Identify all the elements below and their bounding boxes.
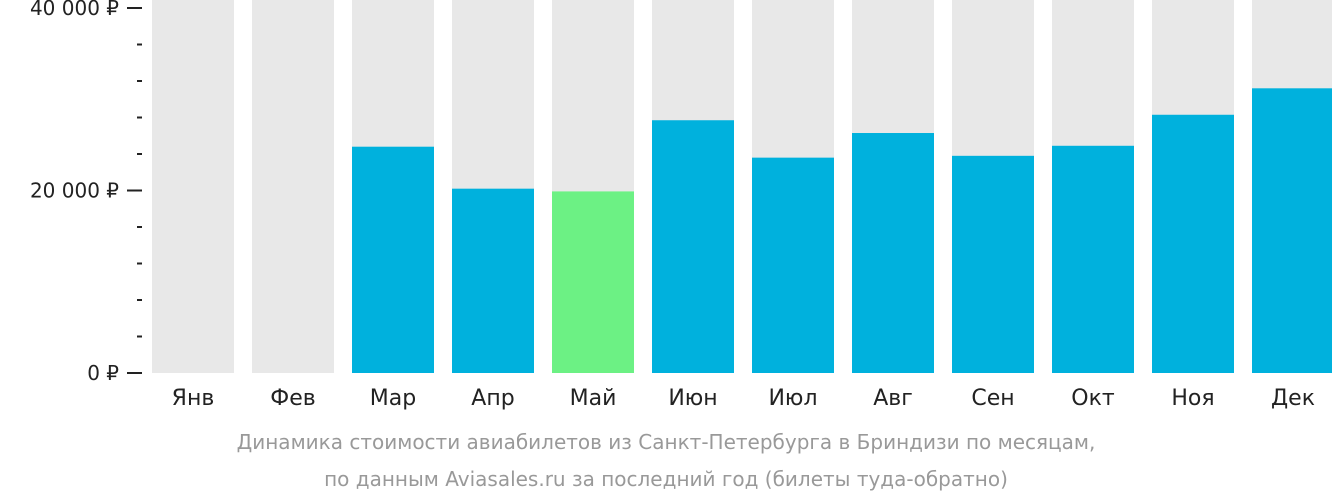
bar-11 xyxy=(1152,114,1234,373)
x-tick-label: Дек xyxy=(1271,386,1315,411)
bar-10 xyxy=(1052,145,1134,373)
x-axis: Янв Фев Мар Апр Май Июн Июл Авг Сен Окт Ноя Дек xyxy=(172,386,1315,411)
bar-9 xyxy=(952,155,1034,373)
x-tick-label: Апр xyxy=(471,386,514,411)
x-tick-label: Июн xyxy=(668,386,717,411)
chart-caption-line-1: Динамика стоимости авиабилетов из Санкт-… xyxy=(236,430,1096,454)
y-tick-label: 20 000 ₽ xyxy=(30,179,119,203)
x-tick-label: Янв xyxy=(172,386,215,411)
y-axis: 0 ₽ 20 000 ₽ 40 000 ₽ xyxy=(30,0,142,385)
background-bar xyxy=(152,0,234,373)
x-tick-label: Окт xyxy=(1071,386,1115,411)
x-tick-label: Май xyxy=(570,386,617,411)
y-tick-label: 0 ₽ xyxy=(87,361,119,385)
x-tick-label: Сен xyxy=(971,386,1014,411)
x-tick-label: Ноя xyxy=(1171,386,1214,411)
data-bars xyxy=(352,88,1332,374)
bar-4 xyxy=(452,188,534,373)
bar-6 xyxy=(652,120,734,373)
x-tick-label: Мар xyxy=(370,386,416,411)
bar-12 xyxy=(1252,88,1332,374)
bar-7 xyxy=(752,157,834,373)
price-chart: 0 ₽ 20 000 ₽ 40 000 ₽ Янв Фев Мар Апр Май Июн Ию… xyxy=(30,0,1332,411)
chart-caption-line-2: по данным Aviasales.ru за последний год … xyxy=(324,467,1008,491)
bar-5 xyxy=(552,191,634,373)
bar-8 xyxy=(852,133,934,373)
background-bar xyxy=(252,0,334,373)
x-tick-label: Фев xyxy=(270,386,315,411)
x-tick-label: Июл xyxy=(768,386,817,411)
bar-3 xyxy=(352,146,434,373)
y-tick-label: 40 000 ₽ xyxy=(30,0,119,20)
x-tick-label: Авг xyxy=(873,386,913,411)
